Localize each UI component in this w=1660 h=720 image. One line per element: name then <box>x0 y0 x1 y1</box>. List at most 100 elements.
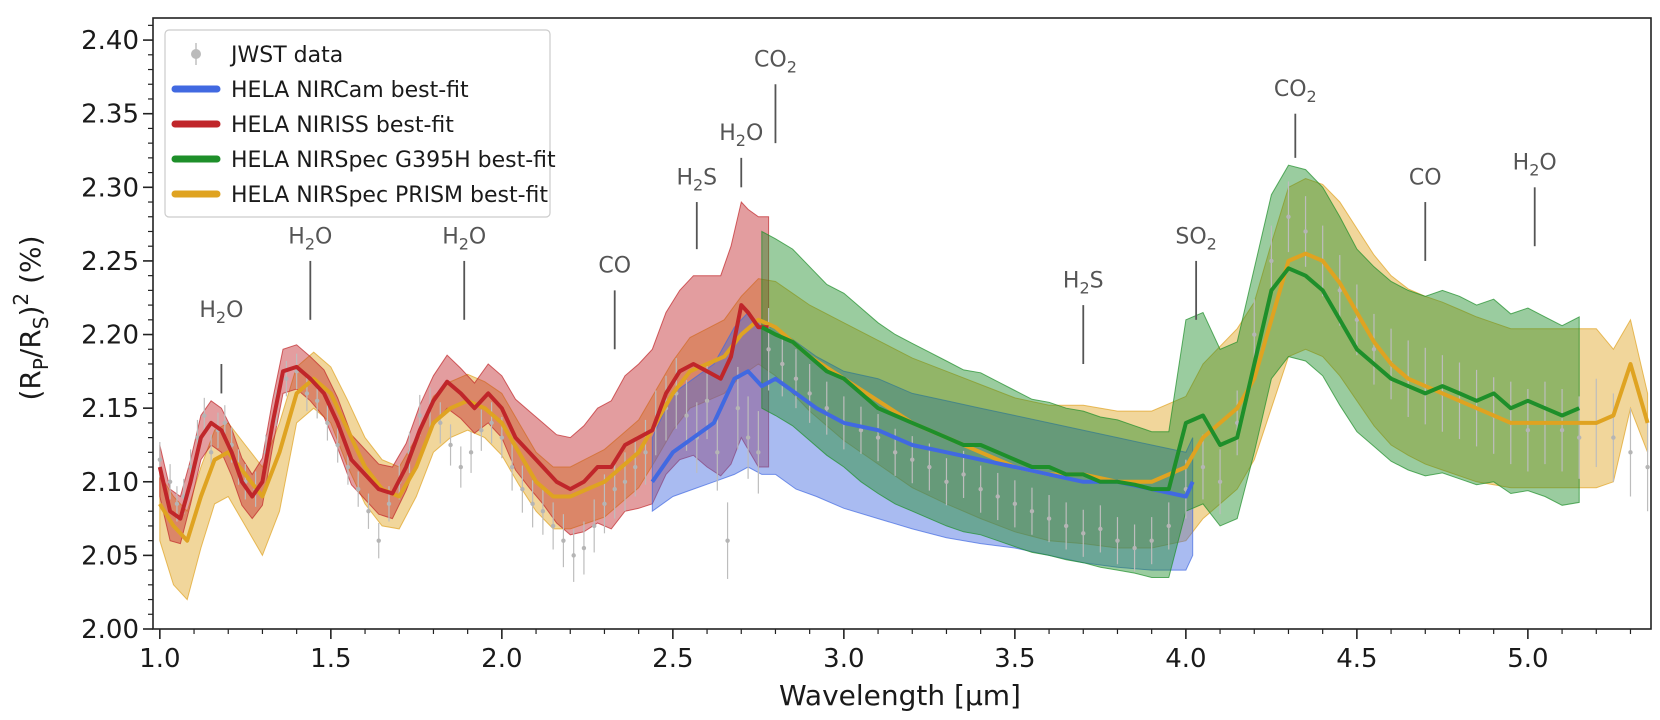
data-point-81 <box>1063 523 1069 529</box>
legend-label-3: HELA NIRSpec G395H best-fit <box>231 148 556 173</box>
annotation-label-0: H2O <box>199 298 243 327</box>
data-point-5 <box>195 435 200 440</box>
y-tick-label-7: 2.35 <box>81 100 139 130</box>
data-point-95 <box>1303 229 1308 234</box>
data-point-83 <box>1098 526 1103 532</box>
data-point-82 <box>1081 531 1086 536</box>
data-point-2 <box>174 501 180 507</box>
annotation-label-4: H2S <box>676 165 717 194</box>
data-point-63 <box>766 347 771 352</box>
data-point-48 <box>612 486 617 492</box>
data-point-86 <box>1149 538 1154 543</box>
data-point-93 <box>1269 258 1274 264</box>
data-point-24 <box>366 509 371 514</box>
annotation-label-1: H2O <box>288 224 332 253</box>
data-point-73 <box>927 464 932 470</box>
data-point-78 <box>1012 501 1018 507</box>
x-tick-label-0: 1.0 <box>139 644 180 674</box>
data-point-26 <box>386 501 392 507</box>
y-tick-label-8: 2.40 <box>81 26 139 56</box>
data-point-80 <box>1046 516 1052 521</box>
data-point-22 <box>345 464 351 470</box>
annotation-label-8: SO2 <box>1175 224 1216 253</box>
x-tick-label-5: 3.5 <box>994 644 1035 674</box>
x-tick-label-4: 3.0 <box>823 644 864 674</box>
data-point-75 <box>961 472 966 477</box>
data-point-108 <box>1525 428 1531 433</box>
data-point-61 <box>745 435 751 440</box>
data-point-76 <box>978 486 983 492</box>
x-tick-label-6: 4.0 <box>1165 644 1206 674</box>
annotation-label-3: CO <box>598 254 631 279</box>
data-point-113 <box>1611 435 1616 440</box>
annotation-label-5: H2O <box>719 121 763 150</box>
data-point-31 <box>438 420 443 426</box>
data-point-29 <box>417 413 422 418</box>
x-tick-label-8: 5.0 <box>1507 644 1548 674</box>
data-point-85 <box>1132 545 1137 551</box>
data-point-1 <box>167 479 173 484</box>
data-point-6 <box>202 413 207 418</box>
data-point-77 <box>995 494 1000 499</box>
y-tick-label-6: 2.30 <box>81 173 139 203</box>
legend-box <box>164 29 551 218</box>
x-axis-title: Wavelength [μm] <box>779 679 1021 712</box>
annotation-label-2: H2O <box>442 224 486 253</box>
data-point-60 <box>735 405 741 411</box>
data-point-72 <box>910 457 915 462</box>
y-tick-label-5: 2.25 <box>81 247 139 277</box>
data-point-115 <box>1645 464 1650 470</box>
data-point-92 <box>1252 332 1257 337</box>
data-point-91 <box>1234 420 1240 426</box>
data-point-110 <box>1559 428 1565 433</box>
data-point-90 <box>1217 479 1223 484</box>
data-point-79 <box>1029 509 1035 514</box>
data-point-41 <box>540 509 546 514</box>
data-point-34 <box>468 450 474 455</box>
annotation-label-7: H2S <box>1063 268 1104 297</box>
data-point-44 <box>571 553 576 558</box>
data-point-114 <box>1628 450 1633 455</box>
data-point-39 <box>520 486 525 492</box>
band-series-3 <box>761 164 1580 578</box>
line-series-1 <box>157 303 769 521</box>
data-point-58 <box>715 450 720 455</box>
data-point-94 <box>1286 214 1291 219</box>
data-point-16 <box>284 376 289 381</box>
legend-label-2: HELA NIRISS best-fit <box>231 113 454 138</box>
legend: JWST data HELA NIRCam best-fit HELA NIRISS… <box>164 29 556 218</box>
data-point-111 <box>1576 435 1582 440</box>
data-point-70 <box>875 435 881 440</box>
data-point-46 <box>591 523 597 529</box>
legend-marker-point <box>191 49 201 59</box>
x-tick-label-2: 2.0 <box>481 644 522 674</box>
line-series-3 <box>760 266 1580 492</box>
data-point-50 <box>633 464 638 470</box>
data-point-25 <box>376 538 381 543</box>
data-point-9 <box>222 420 228 426</box>
x-tick-label-1: 1.5 <box>310 644 351 674</box>
data-point-32 <box>448 442 453 448</box>
y-tick-label-0: 2.00 <box>81 615 139 645</box>
annotation-label-6: CO2 <box>754 48 797 77</box>
data-point-69 <box>858 428 864 433</box>
data-point-45 <box>581 545 587 551</box>
data-point-67 <box>824 405 829 411</box>
data-point-43 <box>561 538 566 543</box>
data-point-7 <box>208 450 214 455</box>
y-tick-label-4: 2.20 <box>81 321 139 351</box>
data-point-4 <box>188 464 193 470</box>
data-point-64 <box>780 361 785 367</box>
data-point-62 <box>756 450 761 455</box>
data-point-65 <box>793 376 799 381</box>
legend-label-0: JWST data <box>229 43 343 68</box>
annotation-label-10: CO <box>1409 165 1442 190</box>
axes: 1.0 1.5 2.0 2.5 3.0 3.5 4.0 4.5 5.0 2.00 2.05 2.10 2… <box>81 24 1632 674</box>
legend-label-1: HELA NIRCam best-fit <box>231 78 469 103</box>
data-point-40 <box>530 501 535 507</box>
data-point-38 <box>509 464 515 470</box>
data-point-18 <box>304 391 310 396</box>
data-point-19 <box>314 398 320 403</box>
